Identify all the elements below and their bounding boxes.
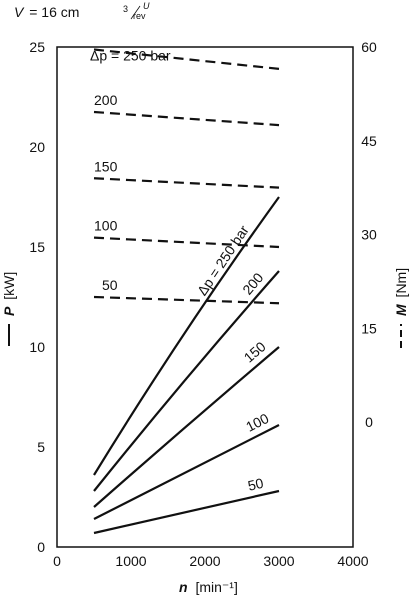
displacement-label: V = 16 cm [14,4,79,20]
torque-series [93,48,280,305]
x-tick-label: 3000 [263,553,294,569]
torque-line [93,177,280,189]
power-curve-label: 200 [239,269,266,297]
x-axis-symbol: n [179,579,188,595]
left-tick-label: 15 [29,239,45,255]
right-axis-symbol: M [393,304,409,316]
right-tick-labels: 0 15 30 45 60 [361,39,377,430]
plot-frame [56,46,354,548]
left-tick-labels: 0 5 10 15 20 25 [29,39,45,555]
displacement-unit-denominator: rev [133,11,146,21]
right-tick-label: 15 [361,320,377,336]
displacement-symbol: V [14,4,25,20]
x-axis-title: n [min⁻¹] [179,579,238,595]
x-tick-label: 1000 [115,553,146,569]
displacement-unit-exponent: 3 [123,4,128,14]
torque-line [93,110,280,127]
displacement-unit-slash [130,5,141,20]
left-axis-title: P [kW] [1,272,17,316]
torque-curve-label: 150 [94,158,118,174]
power-line [93,196,280,476]
right-tick-label: 60 [361,39,377,55]
x-tick-label: 0 [53,553,61,569]
power-line [93,346,280,508]
left-axis-symbol: P [1,306,17,316]
right-tick-label: 30 [361,227,377,243]
left-axis-unit: [kW] [1,272,17,300]
x-tick-labels: 0 1000 2000 3000 4000 [53,553,369,569]
left-tick-label: 5 [37,439,45,455]
left-tick-label: 20 [29,139,45,155]
left-axis-title-group: P [kW] [1,272,17,346]
torque-curve-label: 50 [102,277,118,293]
torque-curve-label: 200 [94,92,118,108]
right-tick-label: 0 [365,414,373,430]
power-series [93,196,280,535]
power-line [93,424,280,520]
left-tick-label: 0 [37,539,45,555]
x-tick-label: 2000 [189,553,220,569]
left-tick-label: 25 [29,39,45,55]
torque-curve-label: Δp = 250 bar [90,48,171,64]
right-axis-title: M [Nm] [393,268,409,316]
left-tick-label: 10 [29,339,45,355]
power-line [93,489,280,535]
x-axis-unit: [min⁻¹] [195,579,237,595]
right-axis-unit: [Nm] [393,268,409,298]
x-tick-label: 4000 [337,553,368,569]
displacement-unit-numerator: U [143,1,150,11]
power-line [93,270,280,492]
right-axis-title-group: M [Nm] [393,268,409,348]
torque-curve-label: 100 [94,218,118,234]
right-tick-label: 45 [361,133,377,149]
displacement-value: = 16 cm [29,4,79,20]
power-curve-label: 50 [246,475,265,494]
torque-line [93,236,280,249]
power-curve-label: 150 [241,338,269,366]
